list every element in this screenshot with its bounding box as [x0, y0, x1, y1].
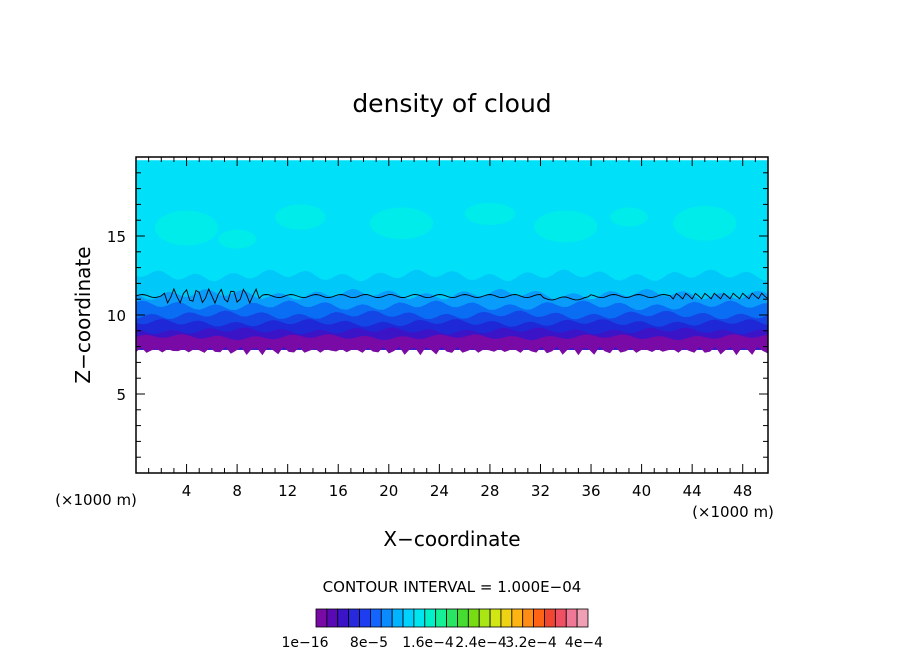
x-axis-label: X−coordinate — [383, 527, 520, 551]
colorbar — [315, 608, 589, 628]
x-tick-label: 44 — [683, 482, 702, 500]
colorbar-swatch — [337, 608, 350, 628]
colorbar-swatch — [402, 608, 415, 628]
colorbar-swatch — [446, 608, 458, 628]
colorbar-swatch — [457, 608, 469, 628]
x-tick-label: 4 — [182, 482, 192, 500]
colorbar-swatch — [315, 608, 328, 628]
contour-line-group — [135, 287, 769, 305]
colorbar-swatch — [391, 608, 404, 628]
colorbar-tick-label: 2.4e−4 — [455, 635, 507, 651]
colorbar-swatch — [369, 608, 382, 628]
colorbar-swatch — [413, 608, 426, 628]
colorbar-swatch — [565, 608, 578, 628]
x-tick-label: 8 — [232, 482, 242, 500]
colorbar-swatch — [478, 608, 491, 628]
cloud-patch — [464, 202, 516, 225]
contour-line — [135, 287, 769, 305]
contour-interval-label: CONTOUR INTERVAL = 1.000E−04 — [323, 578, 582, 596]
x-tick-label: 40 — [632, 482, 651, 500]
colorbar-swatch — [522, 608, 534, 628]
colorbar-swatch — [533, 608, 545, 628]
cloud-density-field — [136, 160, 768, 356]
colorbar-tick-label: 1e−16 — [281, 635, 328, 651]
cloud-patch — [154, 210, 219, 246]
colorbar-swatch — [359, 608, 371, 628]
cloud-patch — [610, 207, 648, 227]
chart-title: density of cloud — [352, 89, 551, 118]
cloud-patch — [369, 207, 434, 240]
colorbar-swatch — [326, 608, 339, 628]
x-tick-label: 36 — [581, 482, 600, 500]
colorbar-tick-label: 3.2e−4 — [505, 635, 557, 651]
colorbar-tick-label: 8e−5 — [350, 635, 388, 651]
x-axis-ticks: 4 8 12 16 20 24 28 32 36 40 44 48 — [148, 157, 756, 500]
x-unit-label: (×1000 m) — [692, 503, 774, 521]
cloud-patch — [218, 229, 257, 249]
colorbar-tick-label: 1.6e−4 — [402, 635, 454, 651]
x-tick-label: 16 — [329, 482, 348, 500]
y-tick-label: 5 — [116, 386, 126, 404]
y-tick-label: 15 — [107, 228, 126, 246]
x-tick-label: 12 — [278, 482, 297, 500]
x-tick-label: 32 — [531, 482, 550, 500]
colorbar-swatch — [348, 608, 360, 628]
x-tick-label: 20 — [379, 482, 398, 500]
colorbar-swatch — [554, 608, 567, 628]
colorbar-swatch — [576, 608, 589, 628]
colorbar-swatch — [489, 608, 502, 628]
colorbar-swatch — [380, 608, 393, 628]
colorbar-swatch — [435, 608, 447, 628]
cloud-layer — [136, 334, 768, 356]
cloud-patch — [534, 210, 598, 243]
y-axis-label: Z−coordinate — [71, 246, 95, 383]
x-tick-label: 48 — [733, 482, 752, 500]
colorbar-swatch — [544, 608, 556, 628]
colorbar-swatch — [467, 608, 480, 628]
colorbar-swatch — [511, 608, 524, 628]
y-axis-ticks: 5 10 15 — [107, 172, 768, 458]
colorbar-swatch — [424, 608, 437, 628]
x-tick-label: 28 — [480, 482, 499, 500]
cloud-patch — [673, 205, 737, 241]
z-unit-label: (×1000 m) — [55, 491, 137, 509]
y-tick-label: 10 — [107, 307, 126, 325]
cloud-patch — [275, 204, 326, 230]
colorbar-tick-labels: 1e−16 8e−5 1.6e−4 2.4e−43.2e−4 4e−4 — [281, 635, 603, 651]
colorbar-tick-label: 4e−4 — [565, 635, 603, 651]
x-tick-label: 24 — [430, 482, 449, 500]
colorbar-swatch — [500, 608, 513, 628]
